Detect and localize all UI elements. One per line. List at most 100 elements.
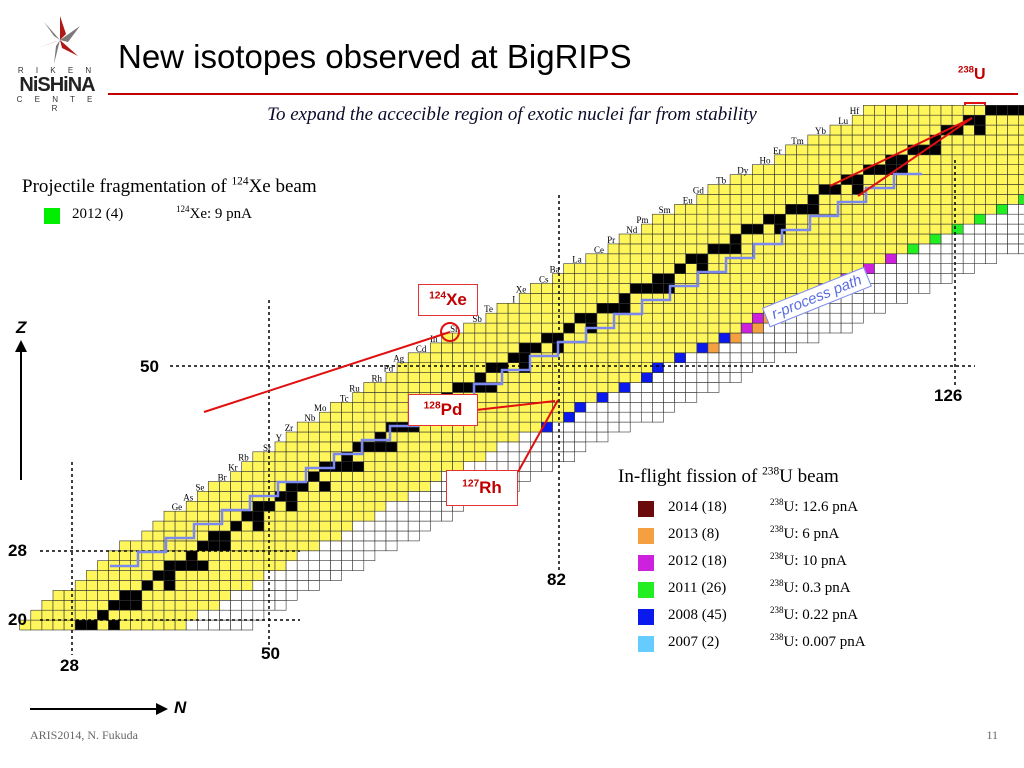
known-nuclide-cell xyxy=(618,273,631,284)
known-nuclide-cell xyxy=(1007,124,1019,136)
known-nuclide-cell xyxy=(285,461,298,472)
known-nuclide-cell xyxy=(541,382,553,393)
known-nuclide-cell xyxy=(718,223,731,235)
known-nuclide-cell xyxy=(663,312,675,324)
known-nuclide-cell xyxy=(507,302,520,314)
known-nuclide-cell xyxy=(796,253,809,265)
known-nuclide-cell xyxy=(541,342,553,354)
unknown-nuclide-cell xyxy=(307,570,320,581)
known-nuclide-cell xyxy=(163,619,176,631)
known-nuclide-cell xyxy=(851,114,864,126)
known-nuclide-cell xyxy=(119,609,131,621)
stable-nuclide-cell xyxy=(341,461,354,472)
element-label: Sm xyxy=(659,205,671,215)
nuclide-cells xyxy=(19,105,1024,631)
known-nuclide-cell xyxy=(585,382,598,393)
known-nuclide-cell xyxy=(962,124,975,136)
known-nuclide-cell xyxy=(785,184,797,195)
known-nuclide-cell xyxy=(463,322,476,334)
known-nuclide-cell xyxy=(996,164,1008,175)
known-nuclide-cell xyxy=(740,184,753,195)
known-nuclide-cell xyxy=(896,174,908,185)
unknown-nuclide-cell xyxy=(896,253,908,265)
known-nuclide-cell xyxy=(763,243,775,255)
known-nuclide-cell xyxy=(552,283,564,294)
known-nuclide-cell xyxy=(241,570,254,581)
unknown-nuclide-cell xyxy=(1007,223,1019,235)
unknown-nuclide-cell xyxy=(918,263,931,274)
known-nuclide-cell xyxy=(929,213,942,225)
unknown-nuclide-cell xyxy=(663,362,675,373)
known-nuclide-cell xyxy=(230,550,243,561)
known-nuclide-cell xyxy=(618,332,631,344)
known-nuclide-cell xyxy=(840,233,853,245)
known-nuclide-cell xyxy=(907,204,920,215)
element-label: In xyxy=(430,334,438,344)
known-nuclide-cell xyxy=(774,164,786,175)
unknown-nuclide-cell xyxy=(851,312,864,324)
known-nuclide-cell xyxy=(729,283,742,294)
known-nuclide-cell xyxy=(1018,144,1024,156)
known-nuclide-cell xyxy=(274,461,287,472)
known-nuclide-cell xyxy=(474,441,487,453)
known-nuclide-cell xyxy=(896,134,908,146)
known-nuclide-cell xyxy=(774,174,786,185)
element-label: Er xyxy=(773,146,782,156)
unknown-nuclide-cell xyxy=(685,372,698,383)
legend-year: 2011 (26) xyxy=(668,580,727,596)
known-nuclide-cell xyxy=(185,609,198,621)
known-nuclide-cell xyxy=(929,114,942,126)
unknown-nuclide-cell xyxy=(674,382,686,393)
known-nuclide-cell xyxy=(907,233,920,245)
known-nuclide-cell xyxy=(529,293,542,304)
known-nuclide-cell xyxy=(130,570,143,581)
known-nuclide-cell xyxy=(973,134,986,146)
legend-beam: 238U: 0.007 pnA xyxy=(770,633,866,651)
unknown-nuclide-cell xyxy=(319,570,331,581)
known-nuclide-cell xyxy=(463,342,476,354)
legend-year: 2013 (8) xyxy=(668,526,720,542)
known-nuclide-cell xyxy=(441,372,453,383)
unknown-nuclide-cell xyxy=(518,441,531,453)
known-nuclide-cell xyxy=(829,253,842,265)
known-nuclide-cell xyxy=(296,451,309,462)
known-nuclide-cell xyxy=(529,352,542,363)
unknown-nuclide-cell xyxy=(208,619,220,631)
unknown-nuclide-cell xyxy=(940,243,953,255)
known-nuclide-cell xyxy=(652,253,664,265)
known-nuclide-cell xyxy=(874,184,886,195)
projectile-year: 2012 (4) xyxy=(72,206,124,222)
known-nuclide-cell xyxy=(707,283,720,294)
known-nuclide-cell xyxy=(541,312,553,324)
known-nuclide-cell xyxy=(674,273,686,284)
known-nuclide-cell xyxy=(685,332,698,344)
known-nuclide-cell xyxy=(241,540,254,552)
unknown-nuclide-cell xyxy=(430,491,442,502)
known-nuclide-cell xyxy=(962,174,975,185)
known-nuclide-cell xyxy=(552,382,564,393)
element-label: Te xyxy=(484,304,493,314)
known-nuclide-cell xyxy=(896,213,908,225)
known-nuclide-cell xyxy=(296,530,309,542)
known-nuclide-cell xyxy=(840,144,853,156)
stable-nuclide-cell xyxy=(541,332,553,344)
known-nuclide-cell xyxy=(585,283,598,294)
known-nuclide-cell xyxy=(862,243,875,255)
known-nuclide-cell xyxy=(296,421,309,433)
known-nuclide-cell xyxy=(529,411,542,423)
known-nuclide-cell xyxy=(1007,184,1019,195)
known-nuclide-cell xyxy=(785,213,797,225)
known-nuclide-cell xyxy=(197,491,209,502)
unknown-nuclide-cell xyxy=(574,431,587,443)
unknown-nuclide-cell xyxy=(840,322,853,334)
known-nuclide-cell xyxy=(1018,174,1024,185)
known-nuclide-cell xyxy=(1018,114,1024,126)
new-isotope-cell xyxy=(696,342,709,354)
unknown-nuclide-cell xyxy=(296,580,309,591)
known-nuclide-cell xyxy=(418,471,431,482)
known-nuclide-cell xyxy=(307,540,320,552)
unknown-nuclide-cell xyxy=(618,421,631,433)
known-nuclide-cell xyxy=(751,164,764,175)
stable-nuclide-cell xyxy=(1018,105,1024,116)
unknown-nuclide-cell xyxy=(774,342,786,354)
